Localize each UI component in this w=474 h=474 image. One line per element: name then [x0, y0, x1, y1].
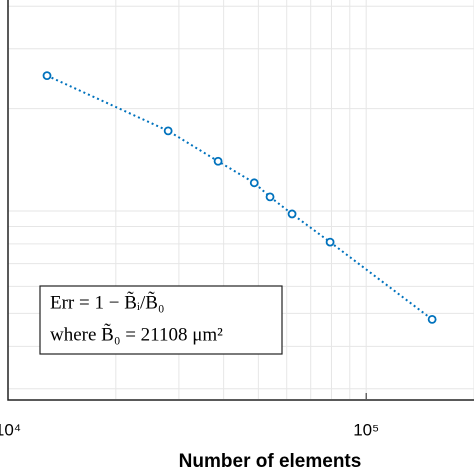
data-point [213, 156, 223, 166]
data-point [42, 71, 52, 81]
plot-area [42, 71, 437, 324]
x-tick-label: 10⁴ [0, 420, 21, 439]
data-point [427, 314, 437, 324]
x-tick-label: 10⁵ [353, 420, 379, 439]
data-point [265, 192, 275, 202]
annotation-line: where B̃₀ = 21108 μm² [50, 323, 223, 346]
data-point [249, 178, 259, 188]
data-point [325, 237, 335, 247]
annotation-box: Err = 1 − B̃ᵢ/B̃₀ where B̃₀ = 21108 μm² [39, 285, 283, 355]
annotation-frame [39, 285, 283, 355]
data-point [287, 209, 297, 219]
annotation-line: Err = 1 − B̃ᵢ/B̃₀ [50, 291, 165, 314]
axes-frame [7, 0, 474, 401]
data-point [163, 126, 173, 136]
x-axis-label: Number of elements [179, 451, 362, 472]
